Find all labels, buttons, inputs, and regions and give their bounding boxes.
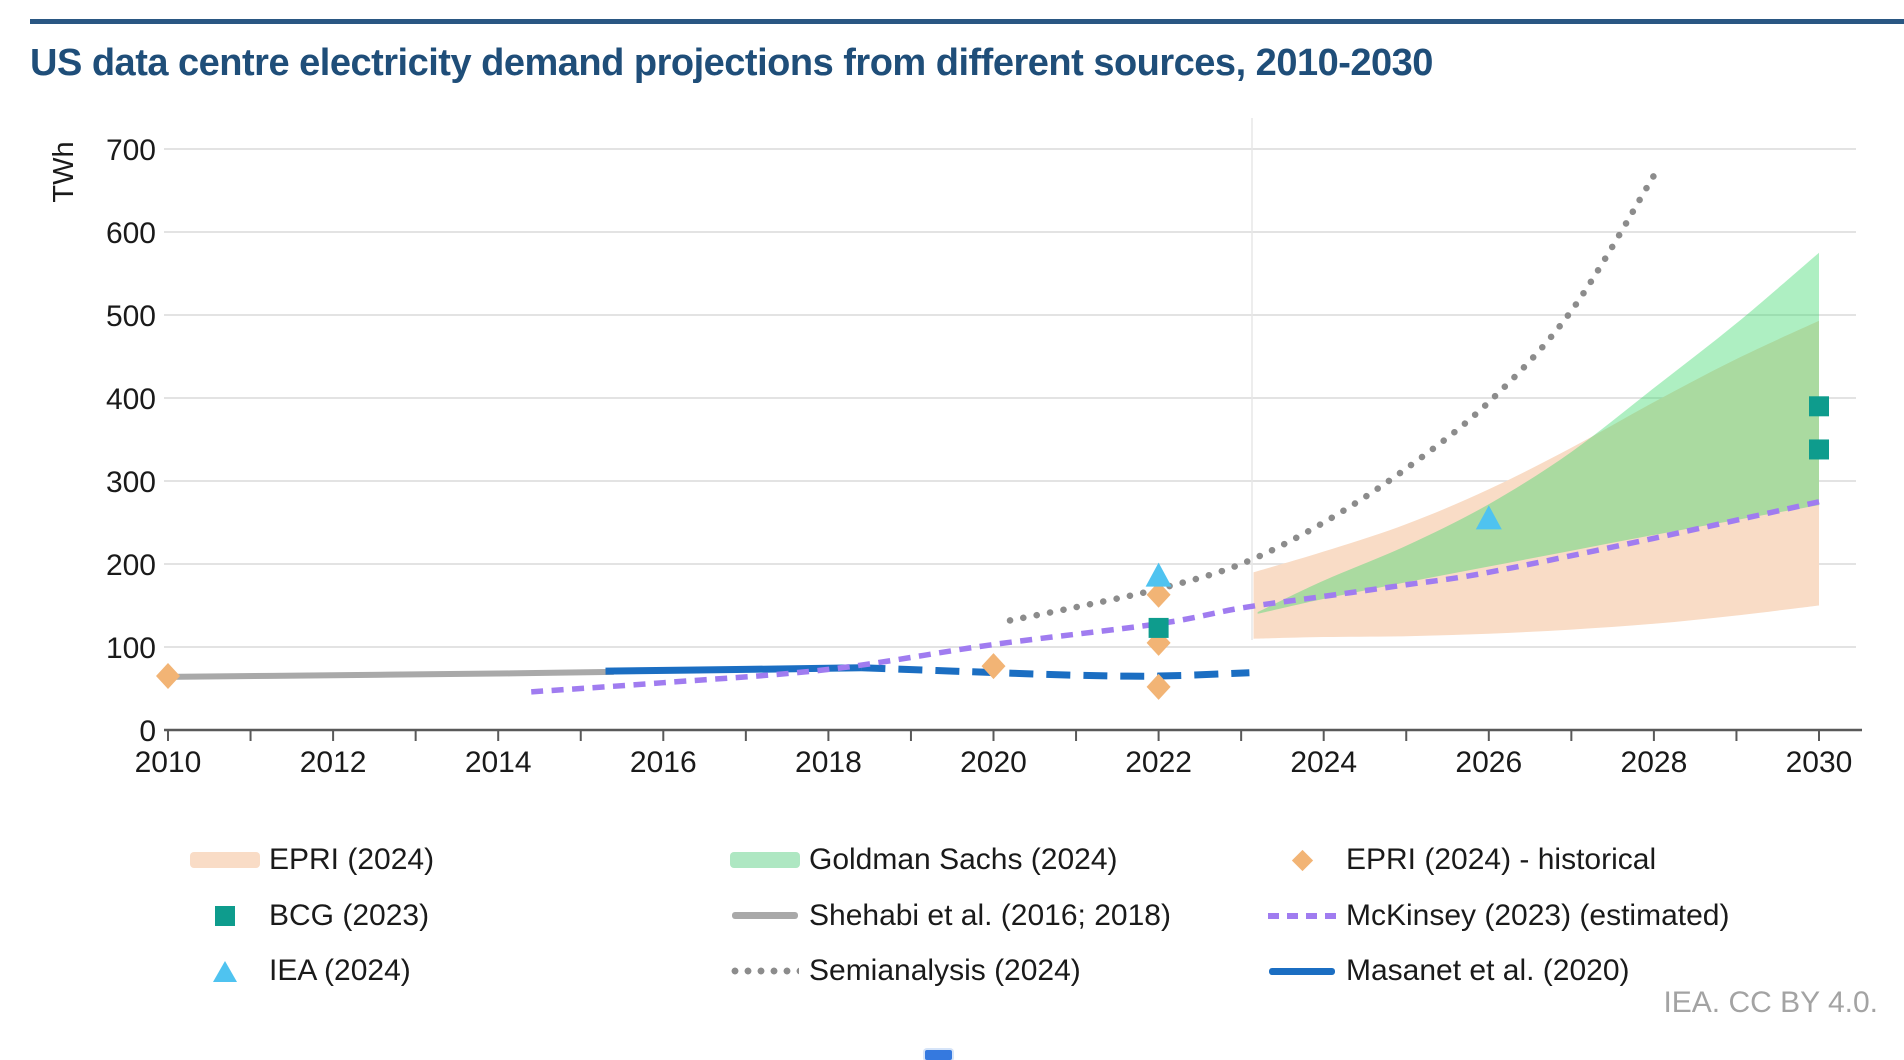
marker-iea-2024 (1475, 505, 1502, 530)
y-tick-label-400: 400 (106, 383, 156, 416)
band-goldman-sachs-2024 (1257, 252, 1819, 614)
x-tick-label-2026: 2026 (1455, 746, 1522, 779)
marker-epri-2024-historical (156, 663, 180, 690)
marker-epri-2024-historical (1146, 581, 1171, 608)
title-rule (30, 19, 1904, 24)
y-tick-label-100: 100 (106, 632, 156, 665)
marker-iea-2024 (1145, 562, 1172, 587)
line-masanet-et-al-2020 (605, 664, 862, 675)
y-tick-label-0: 0 (139, 715, 156, 748)
page-title: US data centre electricity demand projec… (30, 42, 1433, 84)
line-masanet-et-al-2020-projection (861, 664, 1250, 680)
y-tick-label-200: 200 (106, 549, 156, 582)
x-tick-label-2012: 2012 (300, 746, 367, 779)
x-tick-label-2014: 2014 (465, 746, 532, 779)
x-tick-label-2028: 2028 (1621, 746, 1688, 779)
y-tick-label-500: 500 (106, 300, 156, 333)
marker-bcg-2023 (1809, 439, 1829, 460)
x-tick-label-2024: 2024 (1290, 746, 1357, 779)
marker-bcg-2023 (1148, 617, 1169, 638)
marker-bcg-2023 (1809, 396, 1829, 417)
x-tick-label-2018: 2018 (795, 746, 862, 779)
x-tick-label-2020: 2020 (960, 746, 1027, 779)
x-tick-label-2022: 2022 (1125, 746, 1192, 779)
license-credit: IEA. CC BY 4.0. (1663, 986, 1878, 1019)
y-tick-label-700: 700 (106, 134, 156, 167)
line-shehabi-et-al-2016-2018 (167, 668, 614, 680)
line-semianalysis-2024 (1006, 172, 1658, 624)
marker-epri-2024-historical (1146, 673, 1171, 700)
band-epri-2024 (1253, 320, 1819, 639)
marker-epri-2024-historical (981, 653, 1006, 680)
x-tick-label-2030: 2030 (1786, 746, 1853, 779)
bottom-blue-marker (925, 1050, 952, 1060)
y-tick-label-600: 600 (106, 217, 156, 250)
line-mckinsey-2023-estimated (531, 499, 1820, 695)
x-tick-label-2010: 2010 (135, 746, 202, 779)
x-tick-label-2016: 2016 (630, 746, 697, 779)
y-tick-label-300: 300 (106, 466, 156, 499)
